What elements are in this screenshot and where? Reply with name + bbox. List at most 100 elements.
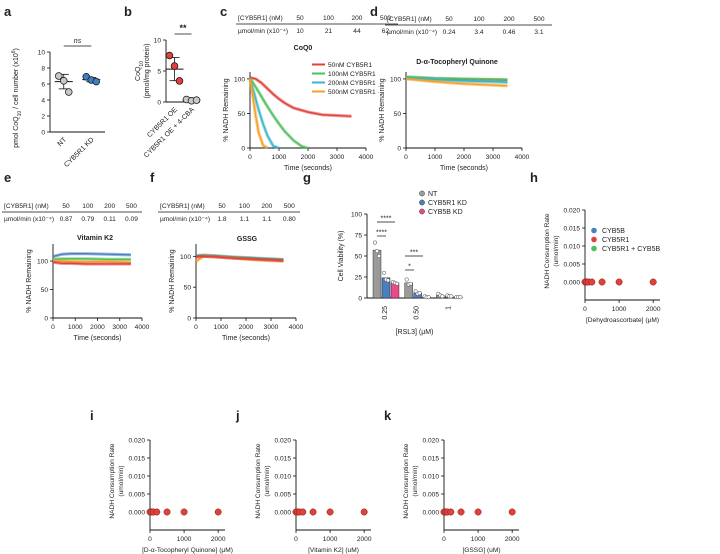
series-line — [249, 76, 352, 117]
data-point — [326, 508, 334, 516]
data-point — [508, 508, 516, 516]
legend-swatch — [591, 236, 597, 243]
chart-title: GSSG — [237, 236, 258, 243]
y-tick-label: 10 — [38, 50, 46, 57]
y-tick-label: 8 — [41, 66, 45, 73]
header-concentration: 200 — [104, 203, 115, 210]
data-point — [449, 294, 454, 299]
data-point — [447, 508, 455, 516]
x-tick-label: 2000 — [90, 324, 105, 331]
x-tick-label: 2000 — [239, 324, 254, 331]
x-tick-label: 1000 — [177, 536, 192, 543]
y-tick-label: 25 — [355, 275, 363, 282]
header-concentration: 100 — [82, 203, 93, 210]
y-tick-label: 0.005 — [563, 262, 580, 269]
y-tick-label: 0.000 — [274, 510, 291, 517]
legend-entry: 200nM CYB5R1 — [328, 80, 376, 87]
header-concentration: 500 — [533, 16, 544, 23]
significance-label: ns — [74, 38, 82, 45]
y-axis-label: (umol/min) — [118, 465, 125, 496]
series-line — [52, 253, 131, 258]
panel-d-header: [CYB5R1] (nM) µmol/min (x10⁻⁴) 50 0.24 100 3.… — [385, 16, 552, 36]
y-tick-label: 50 — [41, 287, 49, 294]
y-axis-label: NADH Consumption Rate — [255, 443, 262, 518]
x-tick-label: 2000 — [357, 536, 372, 543]
x-axis-label: [Dehydroascorbate] (μM) — [586, 317, 659, 324]
y-tick-label: 0.005 — [128, 492, 145, 499]
y-tick-label: 50 — [238, 111, 246, 118]
x-tick-label: 3000 — [264, 324, 279, 331]
y-tick-label: 0.005 — [422, 492, 439, 499]
category-label: 0.25 — [382, 306, 389, 320]
header-rate: 0.46 — [503, 29, 516, 36]
panel-letter-g: g — [303, 170, 311, 185]
header-concentration: 200 — [261, 203, 272, 210]
data-point — [175, 77, 184, 85]
x-tick-label: 1000 — [272, 154, 287, 161]
chart-title: Vitamin K2 — [77, 235, 113, 242]
x-tick-label: 1000 — [323, 536, 338, 543]
y-tick-label: 0.020 — [422, 438, 439, 445]
legend-entry: CYB5R1 — [602, 237, 629, 244]
data-point — [385, 278, 391, 283]
y-tick-label: 0.010 — [128, 474, 145, 481]
data-point — [299, 508, 307, 516]
header-row2-label: µmol/min (x10⁻⁴) — [387, 29, 437, 36]
header-row1-label: [CYB5R1] (nM) — [387, 16, 432, 23]
data-point — [457, 508, 465, 516]
panel-letter-k: k — [384, 408, 392, 423]
header-rate: 0.80 — [283, 216, 296, 223]
x-axis-label: [GSSG] (uM) — [462, 547, 500, 554]
y-axis-label-part: ) — [13, 48, 20, 50]
chart-title: CoQ0 — [294, 45, 313, 52]
legend-entry: CYB5R1 KD — [428, 200, 467, 207]
x-tick-label: 0 — [194, 324, 198, 331]
x-tick-label: 2000 — [211, 536, 226, 543]
data-point — [59, 77, 68, 85]
panel-h: 0.000 0.005 0.010 0.015 0.020 0 1000 2000 [Dehyd… — [544, 208, 661, 325]
y-axis-label: NADH Consumption Rate — [109, 443, 116, 518]
panel-e-header: [CYB5R1] (nM) µmol/min (x10⁻⁴) 50 0.87 100 0.… — [2, 203, 142, 223]
series-line — [195, 255, 284, 262]
panel-i: 0.000 0.005 0.010 0.015 0.020 0 1000 2000 [D-α-T… — [109, 438, 233, 554]
significance-label: **** — [381, 216, 392, 223]
significance-label: * — [408, 264, 411, 271]
y-axis-label: % NADH Remaining — [26, 249, 33, 313]
x-tick-label: 2000 — [457, 154, 472, 161]
x-tick-label: 0 — [51, 324, 55, 331]
legend-swatch — [419, 199, 425, 206]
x-tick-label: 2000 — [301, 154, 316, 161]
header-rate: 0.79 — [81, 216, 94, 223]
x-tick-label: 1000 — [612, 306, 627, 313]
x-tick-label: 1000 — [68, 324, 83, 331]
header-rate: 0.24 — [443, 29, 456, 36]
category-label: 1 — [445, 306, 452, 310]
data-point — [214, 508, 222, 516]
y-tick-label: 0 — [187, 316, 191, 323]
chart-title: D-α-Tocopheryl Quinone — [416, 59, 498, 66]
panel-letter-b: b — [124, 4, 132, 19]
y-axis-label-part: pmol CoQ — [13, 116, 20, 148]
data-point — [649, 278, 657, 286]
data-point — [458, 295, 463, 300]
data-point — [408, 281, 413, 286]
legend-entry: 500nM CYB5R1 — [328, 89, 376, 96]
header-row1-label: [CYB5R1] (nM) — [238, 15, 283, 22]
header-rate: 0.87 — [60, 216, 73, 223]
header-concentration: 50 — [296, 15, 304, 22]
header-rate: 1.8 — [217, 216, 226, 223]
y-tick-label: 0 — [41, 130, 45, 137]
y-tick-label: 100 — [37, 259, 48, 266]
x-tick-label: 3000 — [112, 324, 127, 331]
data-point — [374, 248, 380, 254]
significance-label: **** — [376, 230, 387, 237]
panel-letter-f: f — [150, 170, 155, 185]
panel-letter-c: c — [220, 4, 227, 19]
y-axis-label-part: 10 — [139, 61, 145, 67]
x-tick-label: 2000 — [505, 536, 520, 543]
y-tick-label: 0 — [157, 100, 161, 107]
y-tick-label: 0 — [397, 146, 401, 153]
